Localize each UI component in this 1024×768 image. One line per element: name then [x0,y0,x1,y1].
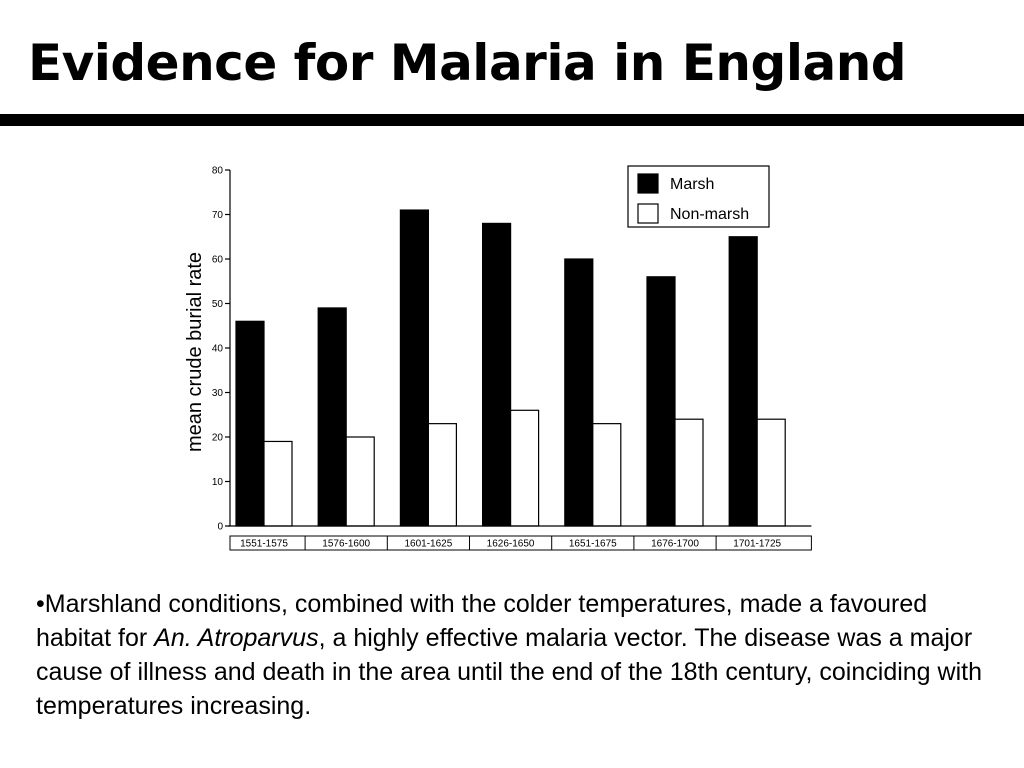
paragraph-text-after: , a highly effective malaria vector. The… [36,624,982,720]
bar-non-marsh [427,423,457,527]
y-tick-label: 50 [212,299,224,310]
species-name: An. Atroparvus [154,624,319,652]
bar-marsh [399,209,429,527]
burial-rate-bar-chart: 0 10 20 30 40 50 60 70 80 1551-1575 1576-1600 1601… [184,165,812,551]
bars [235,209,786,527]
x-tick-label: 1601-1625 [404,539,452,550]
title-divider [0,114,1024,126]
x-tick-label: 1551-1575 [240,539,288,550]
x-tick-label: 1676-1700 [651,539,699,550]
bar-non-marsh [345,436,375,527]
x-tick-label: 1576-1600 [322,539,370,550]
paragraph-text-before: Marshland conditions, combined with the … [36,590,928,652]
bar-non-marsh [674,418,704,527]
bar-marsh [728,236,758,527]
y-tick-label: 30 [212,388,224,399]
y-tick-label: 0 [217,522,223,533]
legend-swatch-marsh [637,173,659,194]
bar-non-marsh [263,440,293,527]
x-tick-label: 1701-1725 [733,539,781,550]
bar-marsh [646,276,676,527]
bar-marsh [235,320,265,527]
x-tick-label: 1651-1675 [569,539,617,550]
x-axis: 1551-1575 1576-1600 1601-1625 1626-1650 1651… [228,525,812,551]
bullet-symbol: • [36,590,45,618]
bar-marsh [482,222,512,527]
y-axis-label: mean crude burial rate [184,252,206,452]
body-paragraph: •Marshland conditions, combined with the… [36,587,996,723]
slide-title: Evidence for Malaria in England [28,34,907,92]
y-tick-label: 40 [212,344,224,355]
x-category-box [229,535,812,551]
bar-non-marsh [510,409,540,527]
y-tick-label: 80 [212,166,224,177]
y-tick-label: 60 [212,255,224,266]
y-axis: 0 10 20 30 40 50 60 70 80 [212,166,231,533]
legend: Marsh Non-marsh [627,165,770,228]
bar-non-marsh [756,418,786,527]
y-tick-label: 20 [212,433,224,444]
x-tick-label: 1626-1650 [487,539,535,550]
legend-label: Marsh [670,176,714,193]
bar-non-marsh [592,423,622,527]
legend-label: Non-marsh [670,206,749,223]
y-tick-label: 10 [212,477,224,488]
bar-marsh [564,258,594,527]
bar-marsh [317,307,347,527]
legend-swatch-non-marsh [637,203,659,224]
y-tick-label: 70 [212,210,224,221]
